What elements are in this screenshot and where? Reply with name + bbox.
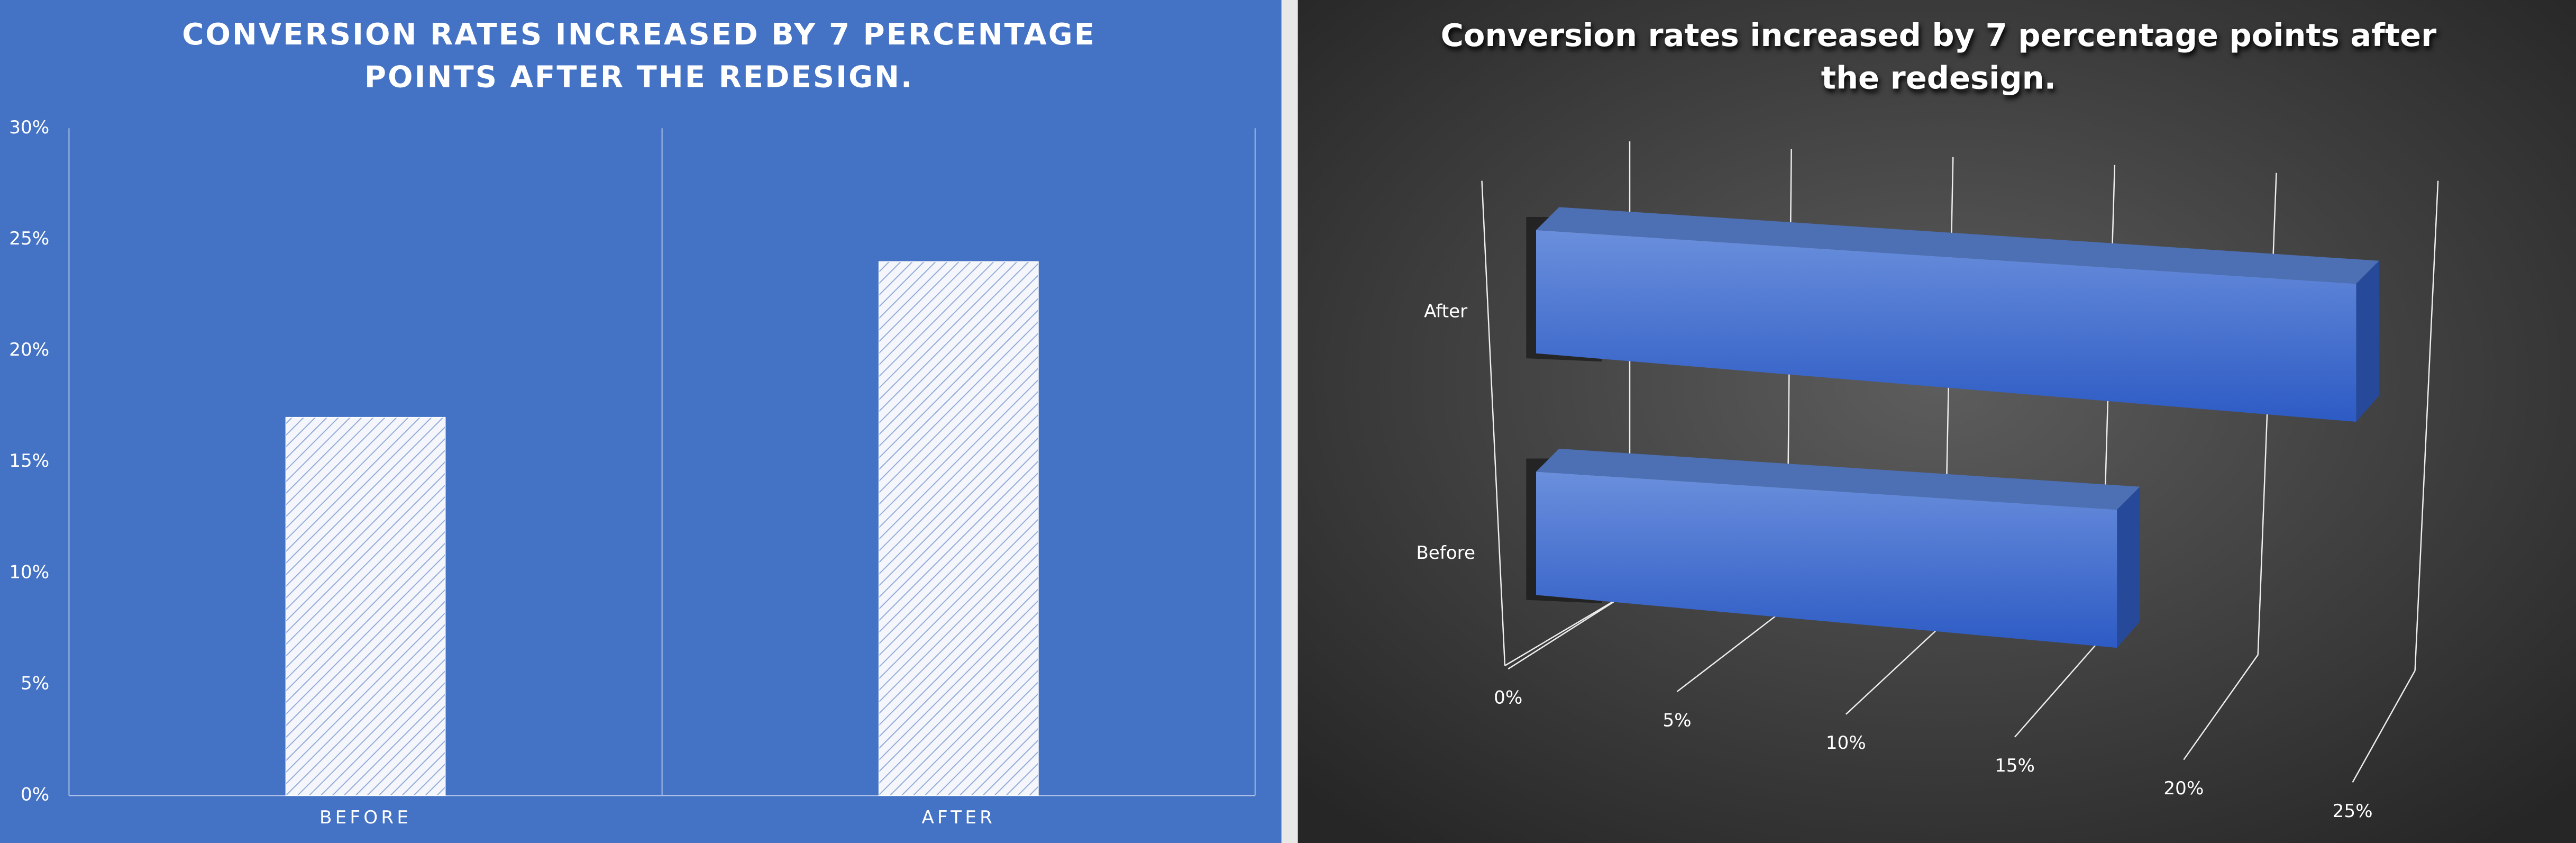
wall-grid-line [2414, 180, 2439, 671]
x-tick-label: 0% [1494, 687, 1522, 708]
floor-grid-line [2352, 670, 2416, 783]
floor-grid-line [1508, 591, 1630, 670]
y-tick-label: 20% [9, 339, 49, 360]
right-panel [1298, 0, 2576, 843]
y-tick-label: 5% [21, 673, 49, 694]
x-tick-label: AFTER [921, 807, 995, 828]
x-tick-label: 25% [2333, 801, 2373, 822]
y-tick-label: 25% [9, 228, 49, 249]
bar [878, 261, 1039, 796]
floor-grid-line [1845, 622, 1944, 715]
y-tick-label: 30% [9, 117, 49, 138]
bar [1536, 230, 2356, 422]
wall-edge [1481, 180, 1506, 666]
x-tick-label: 20% [2163, 778, 2204, 799]
left-panel [0, 0, 1282, 843]
bar [1536, 472, 2117, 648]
bar [285, 416, 446, 796]
y-tick-label: After [1424, 301, 1468, 322]
floor-grid-line [2014, 638, 2102, 738]
x-tick-label: 5% [1662, 710, 1691, 731]
floor-grid-line [2183, 654, 2259, 760]
floor-grid-line [1676, 606, 1787, 692]
x-tick-label: 10% [1826, 732, 1866, 754]
bar-top [1536, 207, 2379, 284]
floor-edge [1504, 591, 1630, 666]
y-tick-label: 15% [9, 450, 49, 472]
bar-side [2117, 486, 2140, 648]
x-tick-label: BEFORE [319, 807, 412, 828]
x-tick-label: 15% [1995, 755, 2035, 776]
bar-side [2356, 260, 2379, 422]
chart-title: CONVERSION RATES INCREASED BY 7 PERCENTA… [182, 18, 1097, 96]
y-tick-label: 10% [9, 561, 49, 583]
y-tick-label: Before [1416, 542, 1475, 564]
y-tick-label: 0% [21, 784, 49, 805]
chart-title: Conversion rates increased by 7 percenta… [1440, 18, 2437, 97]
bar-top [1536, 448, 2140, 510]
